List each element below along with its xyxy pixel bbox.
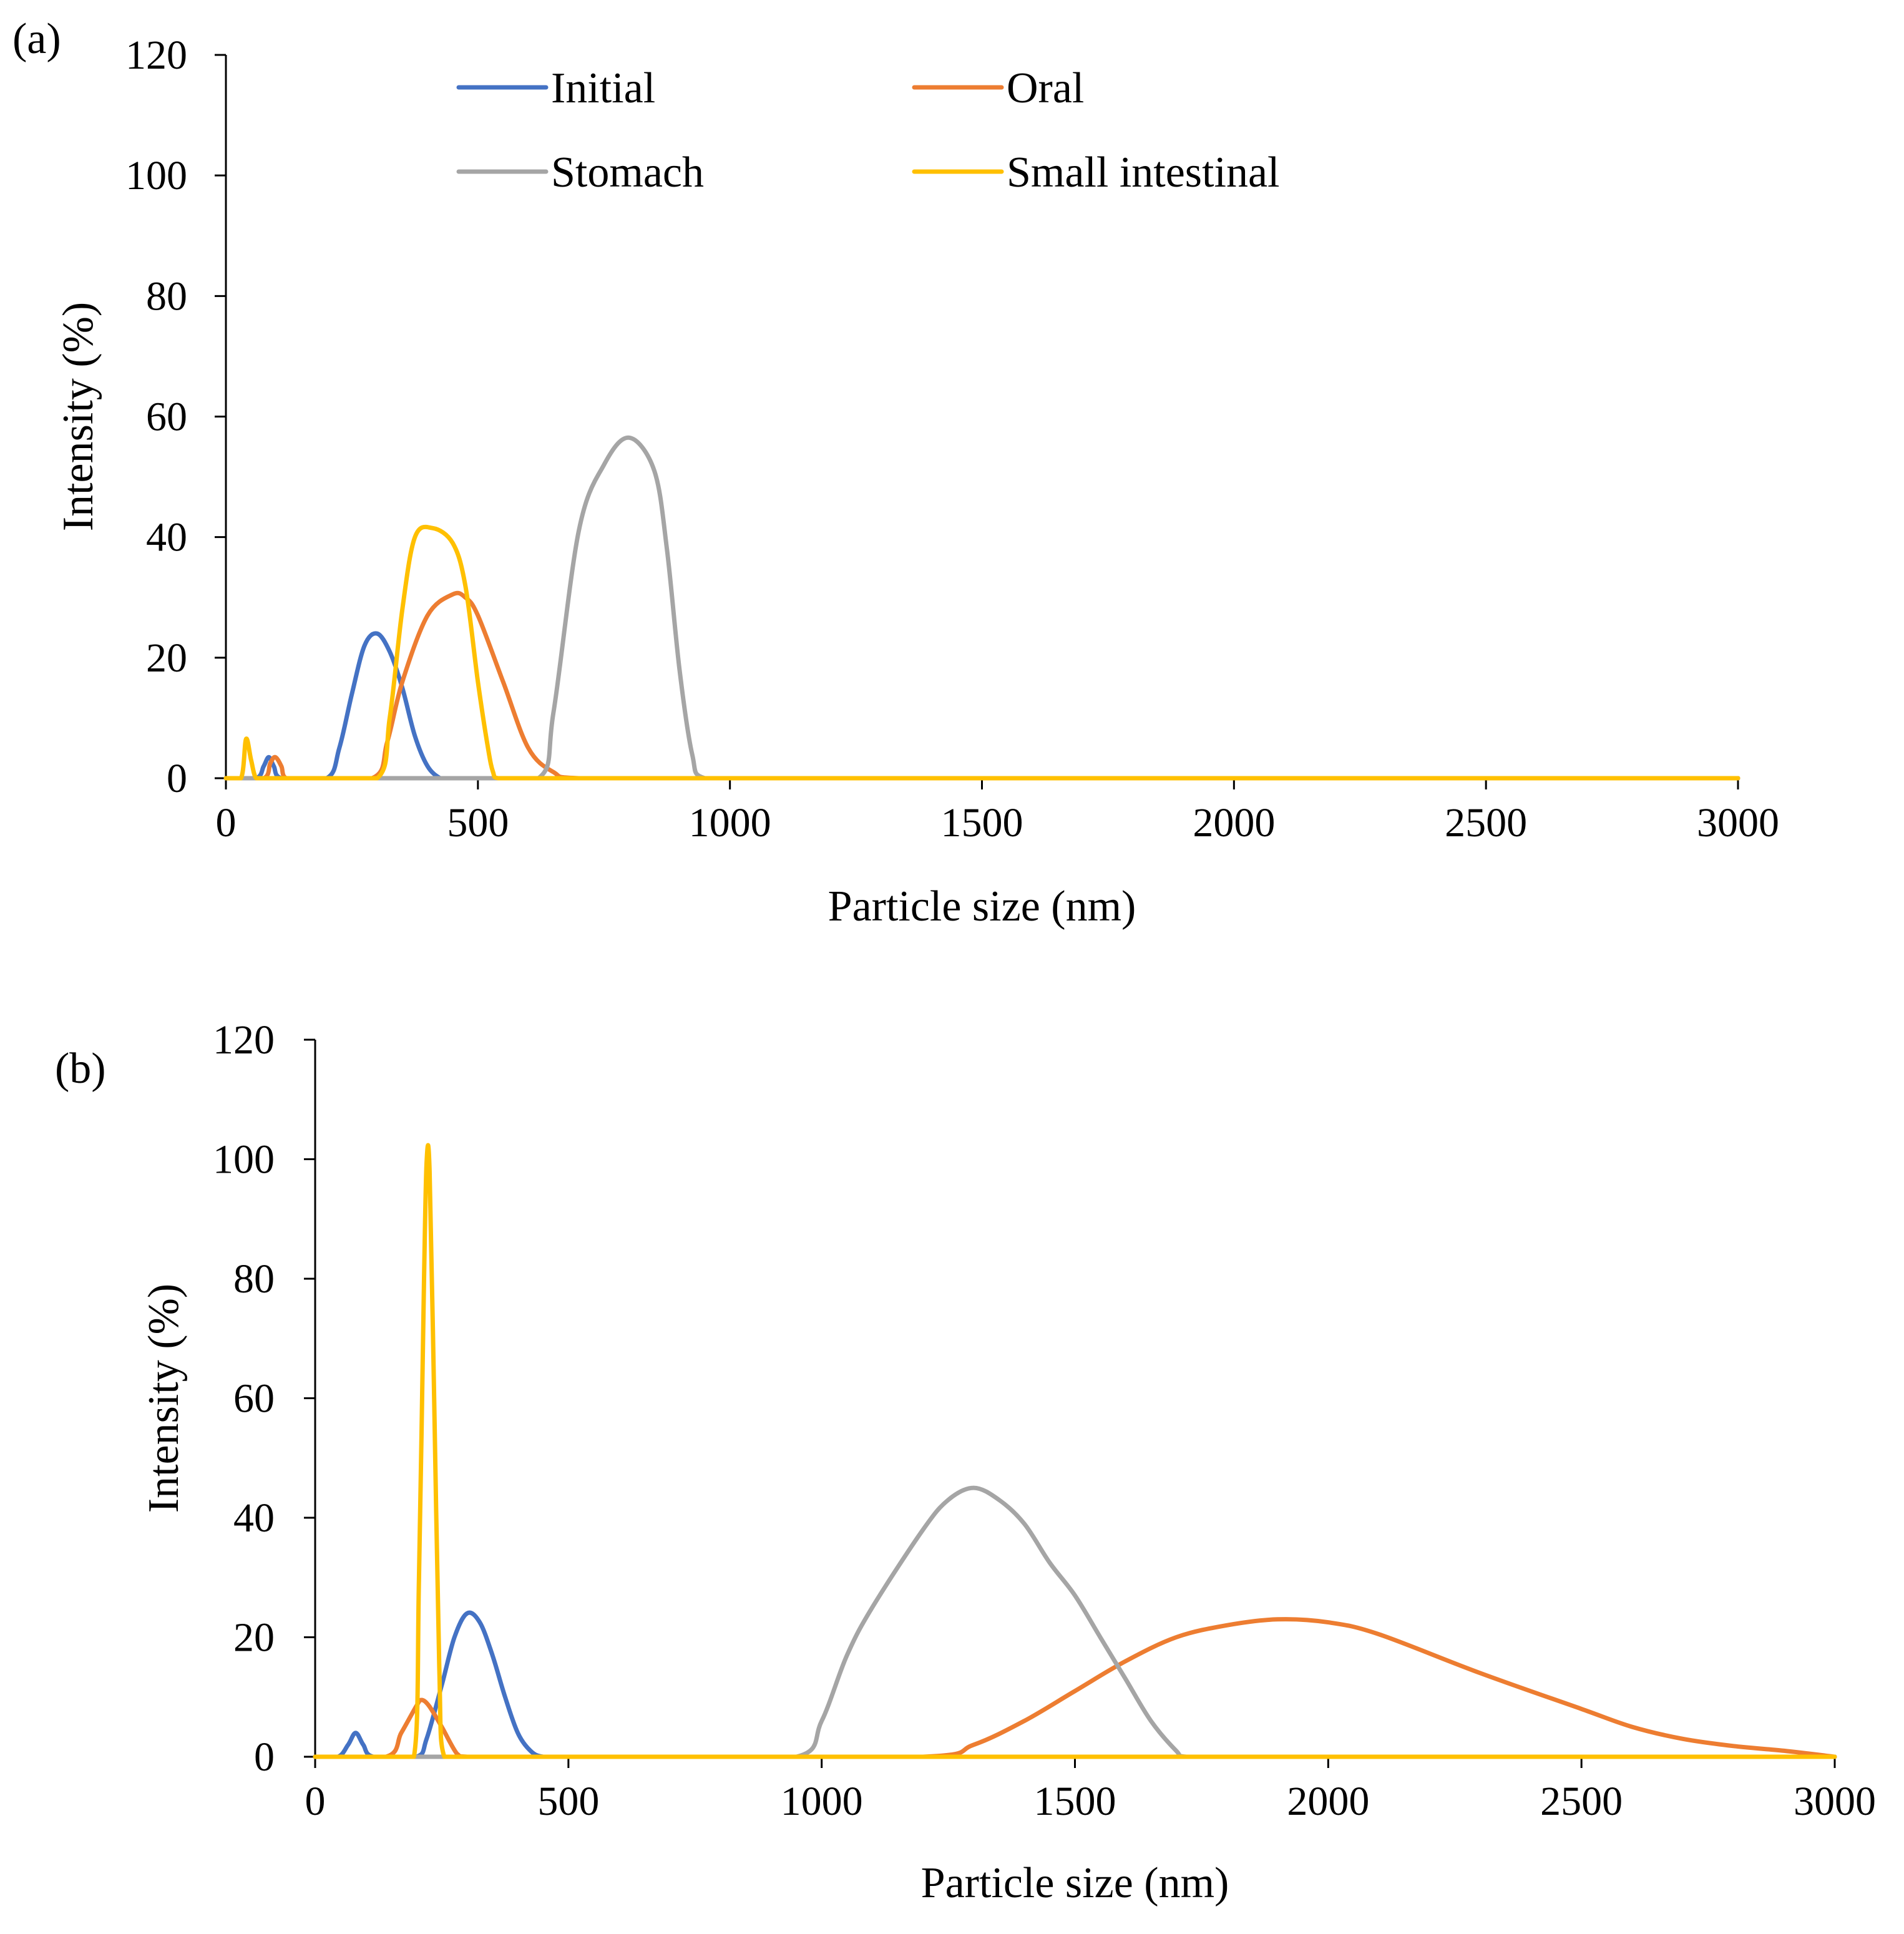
y-tick-label: 100	[213, 1137, 275, 1183]
chart-panel-a: (a) Initial Oral Stomach Small intestinal 0…	[12, 15, 1779, 930]
panel-label-a: (a)	[12, 15, 61, 63]
series-line-small-intestinal-a	[223, 524, 1740, 781]
y-tick-label: 20	[146, 635, 187, 681]
x-tick-label: 3000	[1697, 800, 1779, 846]
legend-a: Initial Oral Stomach Small intestinal	[456, 64, 1279, 197]
series-line-small-intestinal-b	[313, 1143, 1837, 1759]
x-tick-label: 2500	[1445, 800, 1527, 846]
x-tick-label: 500	[537, 1779, 599, 1824]
legend-label-oral: Oral	[1007, 64, 1084, 112]
x-tick-label: 2000	[1193, 800, 1275, 846]
x-axis-label-b: Particle size (nm)	[921, 1859, 1229, 1907]
series-line-stomach-a	[223, 435, 1740, 781]
legend-label-stomach: Stomach	[551, 149, 704, 197]
series-line-initial-a	[223, 631, 1740, 781]
x-tick-label: 0	[216, 800, 237, 846]
y-axis-label-b: Intensity (%)	[140, 1284, 188, 1513]
y-tick-label: 120	[213, 1017, 275, 1063]
legend-label-initial: Initial	[551, 64, 655, 112]
y-tick-label: 40	[233, 1495, 275, 1541]
panel-label-b: (b)	[55, 1045, 106, 1093]
chart-panel-b: (b) 0 20 40 60 80 100 120 0 500 1000 1500 2000 2500 3…	[55, 1017, 1876, 1907]
y-tick-label: 80	[146, 273, 187, 319]
y-tick-label: 60	[146, 394, 187, 440]
x-tick-label: 1500	[1034, 1779, 1116, 1824]
y-tick-label: 0	[167, 756, 187, 801]
x-tick-label: 2000	[1287, 1779, 1369, 1824]
x-tick-label: 1500	[941, 800, 1023, 846]
y-tick-label: 80	[233, 1256, 275, 1302]
series-line-oral-b	[313, 1617, 1837, 1759]
series-line-oral-a	[223, 590, 1740, 781]
x-axis-label-a: Particle size (nm)	[828, 882, 1136, 930]
x-tick-label: 1000	[781, 1779, 863, 1824]
x-tick-label: 1000	[689, 800, 771, 846]
x-tick-label: 500	[447, 800, 509, 846]
y-tick-label: 40	[146, 515, 187, 560]
y-tick-label: 100	[125, 153, 187, 198]
y-axis-label-a: Intensity (%)	[54, 302, 102, 531]
y-tick-label: 0	[254, 1734, 275, 1780]
x-tick-label: 0	[305, 1779, 326, 1824]
x-tick-label: 2500	[1540, 1779, 1623, 1824]
legend-label-small-intestinal: Small intestinal	[1007, 149, 1279, 197]
x-tick-label: 3000	[1794, 1779, 1876, 1824]
series-line-initial-b	[313, 1610, 1837, 1759]
y-tick-label: 20	[233, 1615, 275, 1661]
y-tick-label: 120	[125, 32, 187, 78]
y-tick-label: 60	[233, 1376, 275, 1422]
